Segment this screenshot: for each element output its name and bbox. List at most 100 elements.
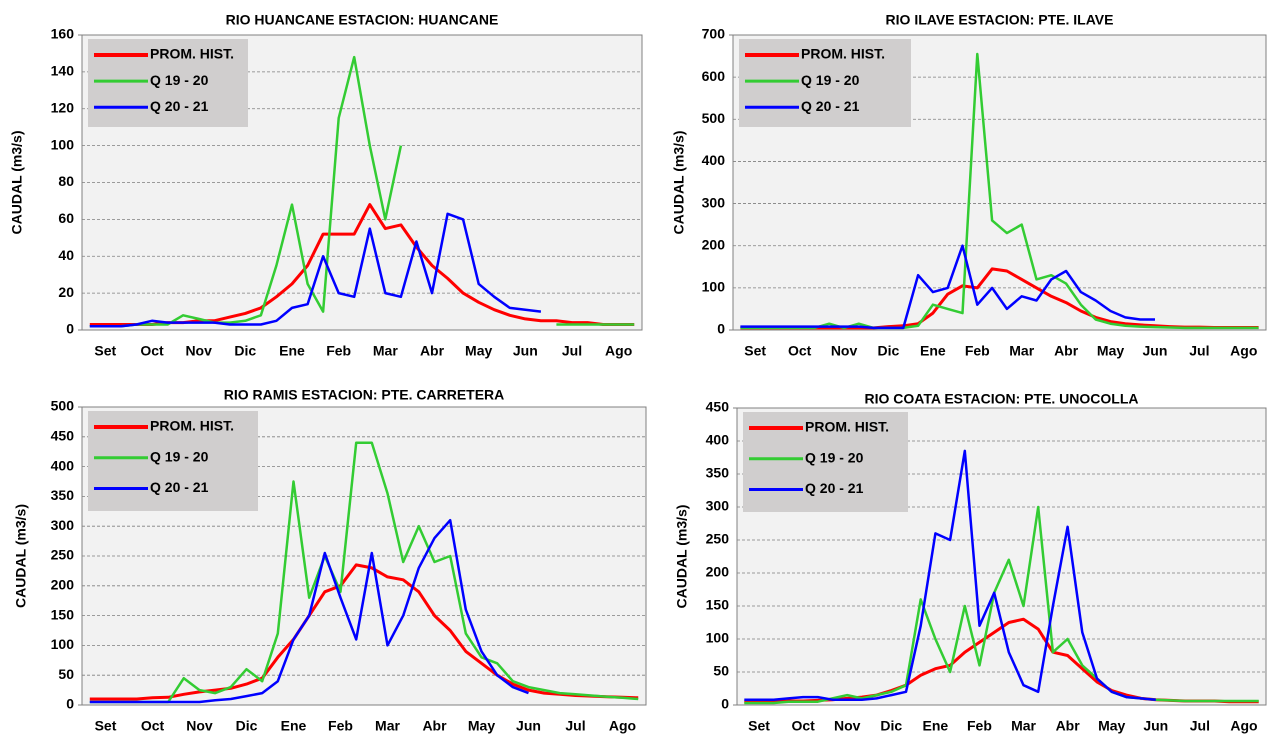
legend-label: Q 19 - 20	[150, 448, 209, 464]
x-tick-label: Mar	[1009, 343, 1034, 359]
legend-label: Q 20 - 21	[805, 480, 864, 496]
x-tick-label: Abr	[1056, 718, 1081, 734]
y-tick-label: 0	[721, 696, 729, 712]
y-tick-label: 250	[706, 531, 730, 547]
x-tick-label: Set	[95, 718, 117, 734]
legend-label: PROM. HIST.	[805, 419, 889, 435]
series-line	[744, 449, 1156, 701]
series-line	[89, 212, 542, 328]
x-tick-label: Set	[748, 718, 770, 734]
y-tick-label: 350	[51, 487, 75, 503]
x-tick-label: Set	[744, 343, 766, 359]
legend-label: PROM. HIST.	[150, 418, 234, 434]
x-tick-label: Mar	[375, 718, 400, 734]
legend-label: Q 20 - 21	[150, 479, 209, 495]
y-tick-label: 400	[51, 457, 75, 473]
x-tick-label: Feb	[965, 343, 990, 359]
x-tick-label: May	[465, 343, 492, 359]
y-axis-label: CAUDAL (m3/s)	[9, 131, 25, 235]
x-tick-label: Feb	[328, 718, 353, 734]
y-tick-label: 450	[706, 399, 730, 415]
x-tick-label: Abr	[420, 343, 445, 359]
legend-label: Q 20 - 21	[801, 98, 860, 114]
x-tick-label: Ago	[1230, 718, 1257, 734]
x-tick-label: Nov	[186, 718, 213, 734]
y-tick-label: 100	[51, 636, 75, 652]
y-tick-label: 200	[51, 577, 75, 593]
legend-label: Q 19 - 20	[150, 72, 209, 88]
x-tick-label: Jun	[1143, 343, 1168, 359]
chart-title: RIO COATA ESTACION: PTE. UNOCOLLA	[864, 391, 1138, 407]
y-tick-label: 50	[58, 666, 74, 682]
x-tick-label: Dic	[878, 343, 900, 359]
legend-label: PROM. HIST.	[150, 46, 234, 62]
x-tick-label: Jun	[513, 343, 538, 359]
y-tick-label: 50	[713, 663, 729, 679]
y-tick-label: 300	[706, 498, 730, 514]
series-line	[740, 52, 1259, 330]
y-tick-label: 350	[706, 465, 730, 481]
x-tick-label: Abr	[1054, 343, 1079, 359]
y-tick-label: 200	[706, 564, 730, 580]
x-tick-label: May	[1097, 343, 1124, 359]
x-tick-label: Jun	[1143, 718, 1168, 734]
y-tick-label: 300	[51, 517, 75, 533]
y-tick-label: 0	[66, 321, 74, 337]
x-tick-label: Jul	[1190, 718, 1210, 734]
y-tick-label: 120	[51, 99, 75, 115]
y-axis-label: CAUDAL (m3/s)	[671, 131, 687, 235]
x-tick-label: Dic	[234, 343, 256, 359]
x-tick-label: May	[1098, 718, 1125, 734]
y-tick-label: 500	[51, 398, 75, 414]
chart-title: RIO RAMIS ESTACION: PTE. CARRETERA	[224, 387, 505, 403]
series-line	[89, 563, 639, 701]
x-tick-label: Feb	[326, 343, 351, 359]
y-tick-label: 150	[706, 597, 730, 613]
y-tick-label: 160	[51, 26, 75, 42]
x-tick-label: Oct	[141, 718, 165, 734]
series-line	[740, 244, 1155, 330]
x-tick-label: Dic	[880, 718, 902, 734]
x-tick-label: Ago	[1230, 343, 1257, 359]
legend-label: Q 20 - 21	[150, 98, 209, 114]
y-tick-label: 100	[702, 279, 726, 295]
y-tick-label: 450	[51, 428, 75, 444]
x-tick-label: Jul	[562, 343, 582, 359]
x-tick-label: Oct	[140, 343, 164, 359]
y-tick-label: 200	[702, 236, 726, 252]
y-tick-label: 400	[702, 152, 726, 168]
x-tick-label: Feb	[967, 718, 992, 734]
series-line	[89, 518, 529, 704]
y-tick-label: 140	[51, 63, 75, 79]
x-tick-label: May	[468, 718, 495, 734]
y-tick-label: 0	[66, 696, 74, 712]
y-tick-label: 700	[702, 26, 726, 42]
series-line	[89, 441, 639, 704]
y-tick-label: 150	[51, 606, 75, 622]
x-tick-label: Oct	[788, 343, 812, 359]
chart-title: RIO ILAVE ESTACION: PTE. ILAVE	[886, 12, 1114, 28]
x-tick-label: Jul	[1189, 343, 1209, 359]
y-tick-label: 20	[58, 284, 74, 300]
x-tick-label: Nov	[831, 343, 858, 359]
y-tick-label: 600	[702, 68, 726, 84]
x-tick-label: Abr	[422, 718, 447, 734]
legend-label: Q 19 - 20	[801, 72, 860, 88]
x-tick-label: Jun	[516, 718, 541, 734]
y-tick-label: 500	[702, 110, 726, 126]
chart-title: RIO HUANCANE ESTACION: HUANCANE	[226, 12, 499, 28]
y-tick-label: 0	[717, 321, 725, 337]
y-tick-label: 80	[58, 173, 74, 189]
x-tick-label: Nov	[185, 343, 212, 359]
y-tick-label: 300	[702, 194, 726, 210]
x-tick-label: Ago	[609, 718, 636, 734]
x-tick-label: Ene	[279, 343, 305, 359]
y-tick-label: 100	[706, 630, 730, 646]
x-tick-label: Ene	[923, 718, 949, 734]
y-axis-label: CAUDAL (m3/s)	[13, 504, 29, 608]
x-tick-label: Mar	[373, 343, 398, 359]
x-tick-label: Ago	[605, 343, 632, 359]
y-axis-label: CAUDAL (m3/s)	[674, 505, 690, 609]
y-tick-label: 100	[51, 136, 75, 152]
